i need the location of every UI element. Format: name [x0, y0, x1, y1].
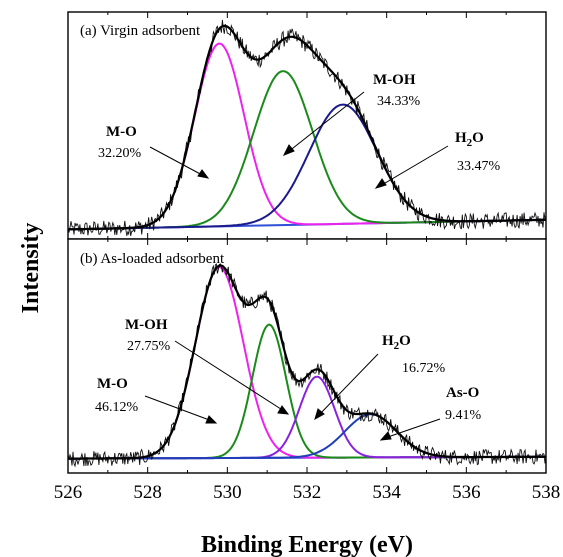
ann-b-moh-arrowhead — [277, 405, 290, 415]
envelope-fit-line — [68, 24, 546, 231]
panel-virgin: (a) Virgin adsorbent — [67, 11, 547, 240]
ann-b-h2o-arrowhead — [314, 408, 325, 421]
ann-a-moh-arrow — [287, 91, 365, 153]
ann-b-mo-arrow — [144, 395, 213, 422]
panel-b-frame — [67, 238, 547, 474]
panel-a-label: (a) Virgin adsorbent — [80, 23, 201, 39]
ann-a-mo-arrow — [149, 146, 205, 177]
panel-b-annotations: M-OH 27.75% M-O 46.12% H2O 16.72% As-O 9… — [95, 317, 482, 441]
ann-b-aso-name: As-O — [446, 385, 479, 401]
panel-as-loaded: (b) As-loaded adsorbent — [67, 238, 547, 474]
ann-b-aso-arrow — [384, 418, 441, 439]
ann-b-moh-arrow — [174, 340, 285, 412]
ann-a-h2o-arrow — [379, 145, 449, 187]
ann-b-moh-pct: 27.75% — [127, 339, 171, 354]
ann-b-mo-arrowhead — [205, 415, 218, 424]
x-tick-label: 532 — [293, 482, 322, 503]
x-tick-label: 530 — [213, 482, 242, 503]
x-tick-label: 538 — [532, 482, 561, 503]
x-axis-title: Binding Energy (eV) — [201, 532, 413, 557]
ann-a-h2o-pct: 33.47% — [457, 159, 501, 174]
panel-a-frame — [67, 11, 547, 240]
ann-b-h2o-pct: 16.72% — [402, 361, 446, 376]
ann-a-mo-pct: 32.20% — [98, 146, 142, 161]
panel-a-plot — [67, 12, 547, 239]
ann-b-moh-name: M-OH — [125, 317, 168, 333]
x-tick-label: 536 — [452, 482, 481, 503]
ann-a-moh-arrowhead — [282, 144, 295, 156]
panel-b-plot — [67, 239, 547, 473]
ann-a-h2o-arrowhead — [374, 178, 387, 189]
x-axis: 526 528 530 532 534 536 538 — [54, 482, 561, 503]
ann-a-moh-name: M-OH — [373, 72, 416, 88]
ann-b-aso-pct: 9.41% — [445, 408, 482, 423]
x-tick-label: 534 — [372, 482, 401, 503]
ann-b-h2o-arrow — [317, 353, 379, 417]
y-axis-title: Intensity — [18, 223, 44, 314]
x-tick-label: 526 — [54, 482, 83, 503]
ann-b-aso-arrowhead — [379, 431, 392, 441]
ann-a-mo-arrowhead — [197, 169, 210, 179]
ann-b-h2o-name: H2O — [382, 333, 411, 352]
ann-a-h2o-name: H2O — [455, 130, 484, 149]
raw-spectrum-line — [67, 263, 547, 468]
ann-a-mo-name: M-O — [106, 124, 137, 140]
panel-a-annotations: M-O 32.20% M-OH 34.33% H2O 33.47% — [98, 72, 501, 189]
ann-a-moh-pct: 34.33% — [377, 94, 421, 109]
panel-b-label: (b) As-loaded adsorbent — [80, 251, 225, 267]
x-tick-label: 528 — [133, 482, 162, 503]
ann-b-mo-name: M-O — [97, 376, 128, 392]
envelope-fit-line — [68, 264, 546, 460]
ann-b-mo-pct: 46.12% — [95, 400, 139, 415]
